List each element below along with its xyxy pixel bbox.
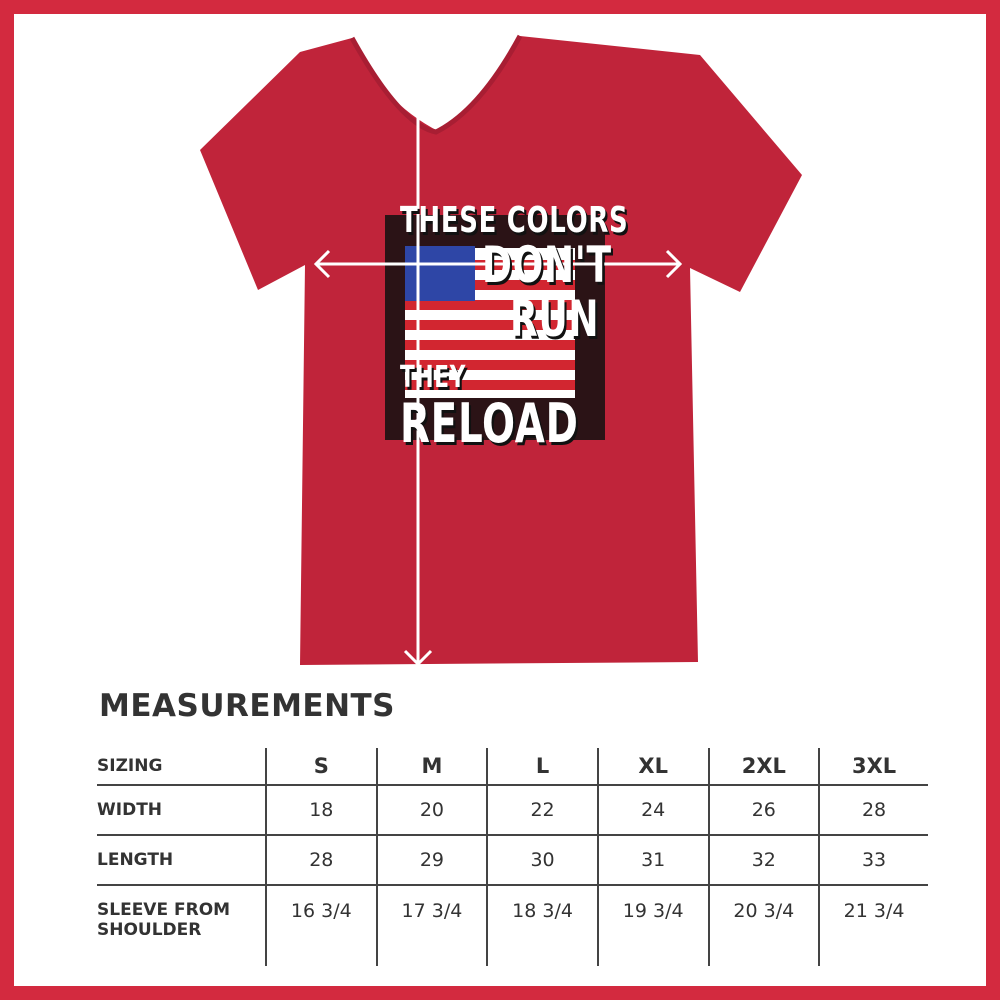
row-label: SLEEVE FROM SHOULDER	[97, 900, 231, 940]
table-cell: 32	[707, 835, 820, 885]
table-cell: 22	[486, 785, 598, 835]
table-header-row: SIZING S M L XL 2XL 3XL	[97, 748, 928, 785]
measurement-arrows	[313, 41, 683, 667]
table-row: LENGTH 28 29 30 31 32 33	[97, 835, 928, 885]
table-cell: 20 3/4	[707, 885, 820, 966]
table-cell: 33	[818, 835, 928, 885]
header-cell: 2XL	[707, 748, 820, 785]
table-row: WIDTH 18 20 22 24 26 28	[97, 785, 928, 835]
design-text-line1: THESE COLORS	[400, 200, 629, 241]
table-cell: 18	[265, 785, 377, 835]
table-cell: 20	[375, 785, 488, 835]
table-cell: 21 3/4	[818, 885, 928, 966]
header-cell: M	[375, 748, 488, 785]
table-cell: 28	[818, 785, 928, 835]
table-cell: 28	[265, 835, 377, 885]
tshirt-image	[200, 34, 802, 667]
header-cell: SIZING	[97, 756, 163, 776]
table-cell: 17 3/4	[375, 885, 488, 966]
header-cell: 3XL	[818, 748, 928, 785]
table-row: SLEEVE FROM SHOULDER 16 3/4 17 3/4 18 3/…	[97, 885, 928, 966]
design-text-line2: DON'T	[482, 236, 612, 294]
row-label: WIDTH	[97, 800, 163, 820]
flag-graphic	[385, 215, 605, 440]
header-cell: S	[265, 748, 377, 785]
measurements-title: MEASUREMENTS	[99, 688, 396, 724]
header-cell: L	[486, 748, 598, 785]
design-text-line3: RUN	[510, 290, 600, 348]
table-cell: 16 3/4	[265, 885, 377, 966]
table-cell: 19 3/4	[596, 885, 709, 966]
design-text-line4: THEY	[400, 360, 467, 395]
table-cell: 24	[596, 785, 709, 835]
design-text-line5: RELOAD	[400, 392, 579, 455]
table-cell: 18 3/4	[486, 885, 598, 966]
table-cell: 31	[596, 835, 709, 885]
table-cell: 30	[486, 835, 598, 885]
table-cell: 29	[375, 835, 488, 885]
header-cell: XL	[596, 748, 709, 785]
table-cell: 26	[707, 785, 820, 835]
row-label: LENGTH	[97, 850, 174, 870]
size-chart-table: SIZING S M L XL 2XL 3XL WIDTH 18 20 22 2…	[97, 748, 928, 966]
